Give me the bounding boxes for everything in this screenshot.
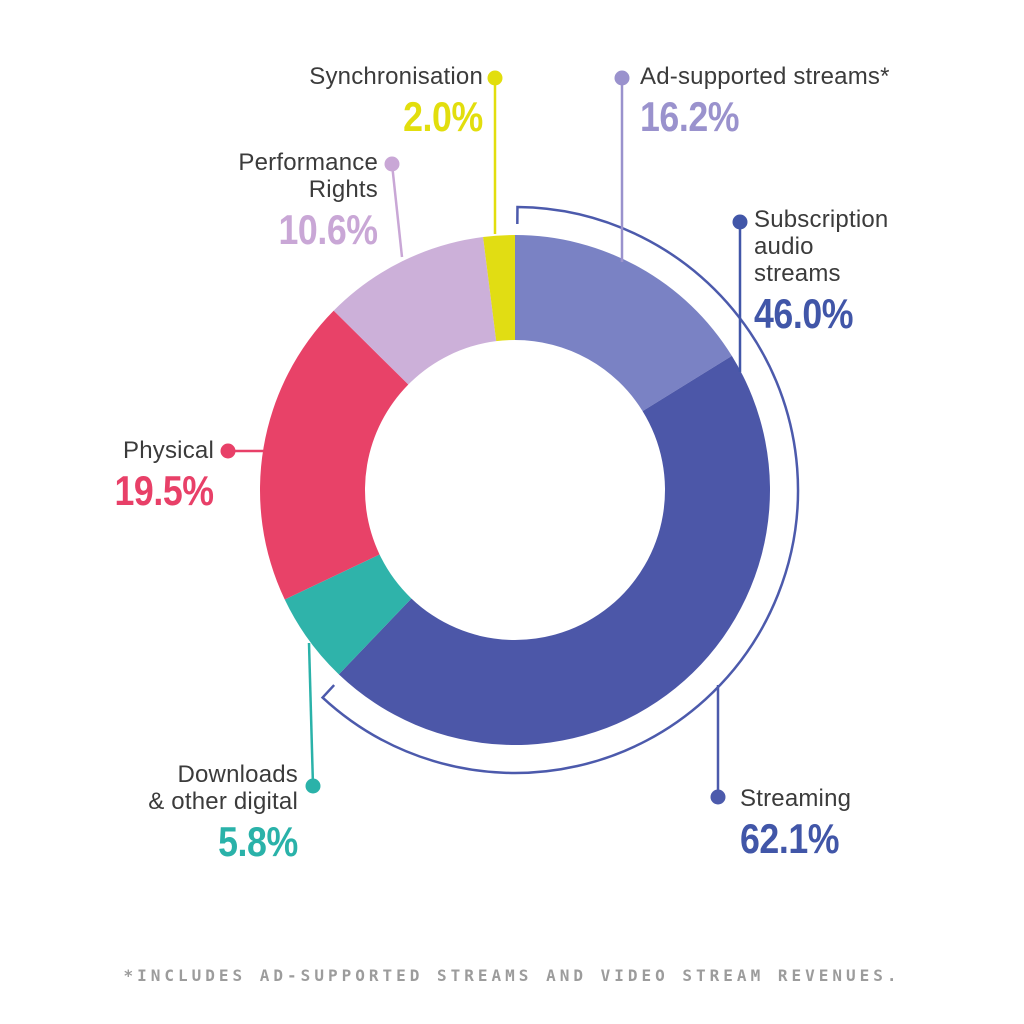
slice-label: Streaming [740, 785, 852, 812]
callout-synchronisation: Synchronisation 2.0% [309, 63, 483, 138]
leader-line-downloads [307, 642, 315, 787]
callout-subscription-audio-streams: Subscription audio streams 46.0% [754, 206, 888, 335]
callout-downloads-other-digital: Downloads & other digital 5.8% [148, 761, 298, 863]
donut-slice-2 [284, 554, 412, 675]
donut-slice-4 [333, 237, 497, 385]
callout-streaming: Streaming 62.1% [740, 785, 857, 860]
callout-performance-rights: Performance Rights 10.6% [238, 149, 378, 251]
leader-dot-ad-supported [614, 70, 630, 86]
slice-value: 62.1% [740, 815, 840, 862]
donut-slice-1 [338, 355, 771, 745]
slice-label: Physical [123, 437, 214, 464]
leader-dot-streaming [710, 789, 726, 805]
leader-line-performance-rights [390, 163, 404, 258]
slice-value: 46.0% [754, 290, 854, 337]
donut-slice-0 [515, 235, 732, 412]
slice-label: Downloads & other digital [148, 761, 298, 815]
footnote: *INCLUDES AD-SUPPORTED STREAMS AND VIDEO… [123, 966, 901, 985]
callout-ad-supported-streams: Ad-supported streams* 16.2% [640, 63, 890, 138]
donut-slice-3 [260, 310, 409, 600]
streaming-bracket-arc [320, 205, 800, 775]
leader-dot-subscription [732, 214, 748, 230]
slice-label: Synchronisation [309, 63, 483, 90]
slice-value: 2.0% [403, 93, 483, 140]
leader-dot-performance-rights [384, 156, 400, 172]
donut-slice-5 [483, 235, 515, 342]
slice-label: Subscription audio streams [754, 206, 889, 287]
leader-dot-synchronisation [487, 70, 503, 86]
leader-dot-physical [220, 443, 236, 459]
slice-value: 16.2% [640, 93, 740, 140]
slice-label: Ad-supported streams* [640, 63, 890, 90]
slice-value: 10.6% [278, 206, 379, 253]
slice-value: 5.8% [218, 818, 298, 865]
leader-dot-downloads [305, 778, 321, 794]
slice-value: 19.5% [114, 467, 215, 514]
callout-physical: Physical 19.5% [97, 437, 215, 514]
slice-label: Performance Rights [238, 149, 378, 203]
